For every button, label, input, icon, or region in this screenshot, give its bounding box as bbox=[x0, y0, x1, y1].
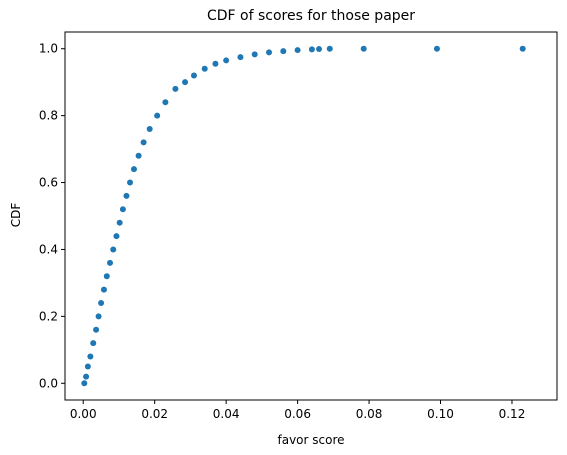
point bbox=[251, 51, 258, 58]
y-tick-label: 0.4 bbox=[39, 242, 58, 256]
point bbox=[113, 233, 120, 240]
point bbox=[81, 380, 88, 387]
point bbox=[100, 286, 107, 293]
y-tick-label: 0.8 bbox=[39, 109, 58, 123]
point bbox=[266, 49, 273, 56]
point bbox=[107, 259, 114, 266]
x-tick-label: 0.10 bbox=[427, 407, 454, 421]
y-tick-label: 0.6 bbox=[39, 176, 58, 190]
y-tick-label: 0.0 bbox=[39, 376, 58, 390]
point bbox=[90, 340, 97, 347]
point bbox=[83, 373, 90, 380]
point bbox=[135, 152, 142, 159]
point bbox=[519, 45, 526, 52]
point bbox=[146, 126, 153, 133]
x-tick-label: 0.08 bbox=[356, 407, 383, 421]
point bbox=[280, 48, 287, 55]
x-axis-label: favor score bbox=[277, 433, 344, 447]
point bbox=[98, 299, 105, 306]
x-tick-label: 0.00 bbox=[70, 407, 97, 421]
point bbox=[162, 99, 169, 106]
y-tick-label: 0.2 bbox=[39, 309, 58, 323]
point bbox=[95, 313, 102, 320]
point bbox=[154, 112, 161, 119]
point bbox=[140, 139, 147, 146]
point bbox=[223, 57, 230, 64]
point bbox=[190, 72, 197, 79]
point bbox=[201, 65, 208, 72]
point bbox=[308, 46, 315, 53]
plot-frame bbox=[64, 31, 558, 401]
point bbox=[316, 46, 323, 53]
x-tick-label: 0.04 bbox=[213, 407, 240, 421]
point bbox=[433, 45, 440, 52]
x-tick-label: 0.06 bbox=[284, 407, 311, 421]
point bbox=[103, 273, 110, 280]
y-tick-label: 1.0 bbox=[39, 42, 58, 56]
y-axis-label: CDF bbox=[9, 203, 23, 228]
point bbox=[237, 54, 244, 61]
point bbox=[123, 192, 130, 199]
point bbox=[172, 85, 179, 92]
point bbox=[116, 219, 123, 226]
point bbox=[360, 45, 367, 52]
point bbox=[212, 60, 219, 67]
x-tick-label: 0.02 bbox=[141, 407, 168, 421]
point bbox=[110, 246, 117, 253]
x-tick-label: 0.12 bbox=[499, 407, 526, 421]
point bbox=[182, 79, 189, 86]
point bbox=[93, 326, 100, 333]
point bbox=[130, 166, 137, 173]
point bbox=[127, 179, 134, 186]
point bbox=[119, 206, 126, 213]
point bbox=[84, 363, 91, 370]
point bbox=[294, 47, 301, 54]
point bbox=[326, 45, 333, 52]
point bbox=[87, 353, 94, 360]
chart-title: CDF of scores for those paper bbox=[207, 8, 415, 24]
